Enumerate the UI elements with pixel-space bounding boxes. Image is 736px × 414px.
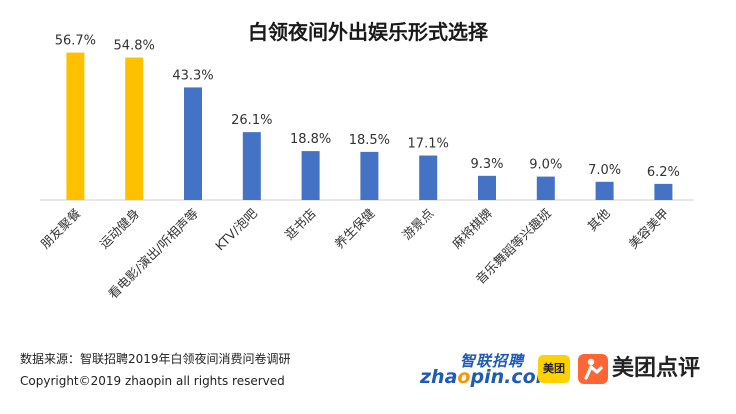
- category-label-6: 游景点: [399, 206, 436, 243]
- value-label-3: 26.1%: [231, 113, 272, 128]
- dianping-person-icon: [578, 354, 608, 384]
- zhaopin-logo-en: zhaopin.com: [420, 366, 556, 388]
- meituan-logo: 美团: [538, 355, 570, 383]
- bar-3: [242, 132, 261, 200]
- category-label-4: 逛书店: [282, 206, 319, 243]
- category-label-9: 其他: [584, 205, 613, 234]
- value-label-1: 54.8%: [114, 39, 155, 54]
- bar-0: [66, 52, 85, 200]
- zhaopin-logo-cn: 智联招聘: [459, 352, 524, 370]
- category-label-1: 运动健身: [96, 206, 142, 252]
- bar-4: [301, 151, 320, 200]
- category-label-0: 朋友聚餐: [38, 205, 84, 251]
- value-label-5: 18.5%: [349, 133, 390, 148]
- value-label-0: 56.7%: [55, 34, 96, 49]
- value-label-6: 17.1%: [408, 137, 449, 152]
- bar-1: [125, 57, 144, 200]
- category-label-10: 美容美甲: [626, 206, 672, 252]
- value-label-10: 6.2%: [647, 165, 680, 180]
- bar-chart: 56.7%朋友聚餐54.8%运动健身43.3%看电影/演出/听相声等26.1%K…: [38, 34, 694, 302]
- bar-5: [360, 151, 379, 200]
- value-label-9: 7.0%: [588, 163, 621, 178]
- copyright-note: Copyright©2019 zhaopin all rights reserv…: [20, 374, 285, 388]
- bar-2: [184, 87, 202, 200]
- bar-6: [419, 155, 438, 200]
- category-label-7: 麻将棋牌: [449, 206, 495, 252]
- bar-9: [595, 181, 614, 200]
- data-source-note: 数据来源：智联招聘2019年白领夜间消费问卷调研: [20, 352, 291, 366]
- category-label-3: KTV/泡吧: [212, 205, 260, 253]
- value-label-7: 9.3%: [470, 157, 503, 172]
- value-label-8: 9.0%: [529, 158, 562, 173]
- bar-10: [654, 183, 673, 200]
- bar-8: [536, 176, 555, 200]
- chart-title: 白领夜间外出娱乐形式选择: [248, 20, 488, 44]
- dianping-logo-text: 美团点评: [612, 356, 701, 381]
- zhaopin-logo: 智联招聘 zhaopin.com: [420, 352, 555, 392]
- value-label-4: 18.8%: [290, 132, 331, 147]
- bar-7: [478, 175, 496, 200]
- category-label-5: 养生保健: [332, 205, 378, 251]
- value-label-2: 43.3%: [172, 68, 213, 83]
